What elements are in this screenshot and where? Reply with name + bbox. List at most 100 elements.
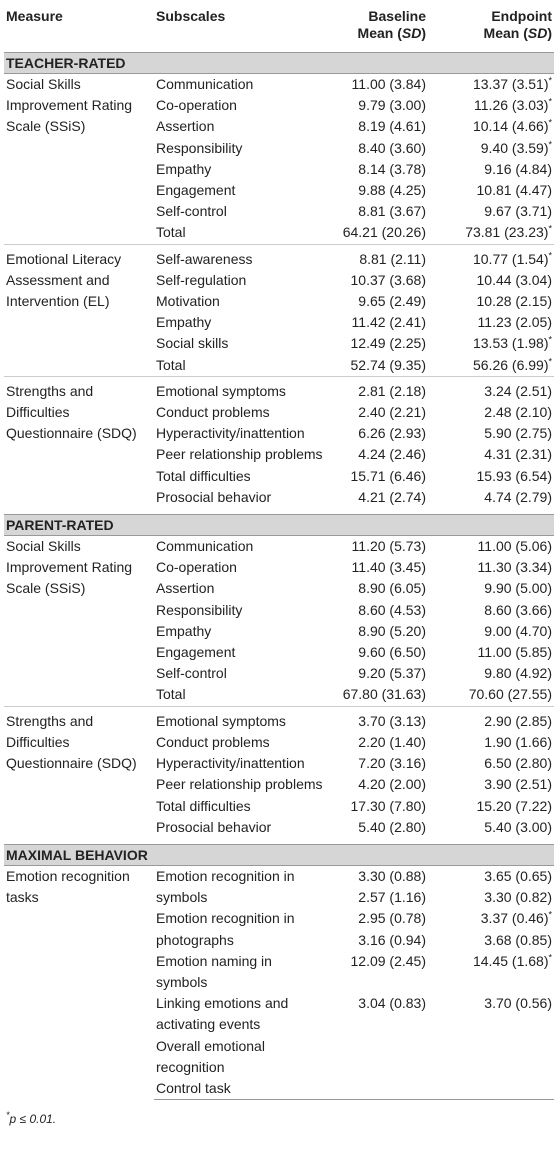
table-row: Assertion 8.90 (6.05) 9.90 (5.00) [4, 578, 554, 599]
endpoint-value: 10.81 (4.47) [476, 182, 553, 199]
endpoint-cell: 3.24 (2.51) [428, 375, 554, 403]
table-row: Engagement 9.88 (4.25) 10.81 (4.47) [4, 180, 554, 201]
endpoint-cell: 56.26 (6.99)* [428, 355, 554, 377]
table-row: Total difficulties 15.71 (6.46) 15.93 (6.5… [4, 466, 554, 487]
endpoint-value: 11.26 (3.03) [474, 97, 549, 114]
endpoint-cell: 3.30 (0.82) [428, 887, 554, 908]
subscale-cell: Co-operation [156, 97, 237, 114]
baseline-cell: 2.57 (1.16) [358, 889, 426, 906]
subscale-cell: Motivation [156, 293, 220, 310]
endpoint-cell: 6.50 (2.80) [428, 753, 554, 774]
table-row: Responsibility 8.60 (4.53) 8.60 (3.66) [4, 600, 554, 621]
endpoint-value: 2.48 (2.10) [484, 404, 552, 421]
subscale-cell: Social skills [156, 335, 229, 352]
endpoint-cell: 10.28 (2.15) [428, 291, 554, 312]
endpoint-cell: 2.48 (2.10) [428, 402, 554, 423]
table-row: Social Skills Improvement Rating Scale (… [4, 74, 554, 135]
endpoint-cell: 70.60 (27.55) [428, 684, 554, 706]
endpoint-cell: 9.67 (3.71) [428, 201, 554, 222]
endpoint-value: 14.45 (1.68) [472, 952, 549, 969]
table-header: Measure Subscales Baseline Mean (SD) Endp… [4, 0, 554, 53]
endpoint-cell: 11.30 (3.34) [428, 557, 554, 578]
table-row: Emotion recognition tasks Emotion recogni… [4, 865, 554, 905]
header-text: Mean ( [483, 25, 528, 41]
endpoint-value: 9.00 (4.70) [484, 622, 552, 639]
baseline-cell [326, 1036, 428, 1057]
baseline-cell: 9.88 (4.25) [358, 182, 426, 199]
endpoint-cell: 9.40 (3.59)* [428, 138, 554, 159]
header-text: Endpoint [491, 8, 552, 24]
table-row: Responsibility 8.40 (3.60) 9.40 (3.59)* [4, 138, 554, 159]
endpoint-value: 70.60 (27.55) [468, 686, 552, 703]
subscale-cell: Responsibility [156, 601, 243, 618]
endpoint-value: 9.16 (4.84) [484, 160, 552, 177]
baseline-cell: 5.40 (2.80) [358, 818, 426, 835]
endpoint-cell: 4.74 (2.79) [428, 487, 554, 508]
table-row: Linking emotions and 3.04 (0.83) 3.70 (0.5… [4, 993, 554, 1014]
subscale-cell: Total [156, 686, 186, 703]
baseline-cell: 8.14 (3.78) [358, 160, 426, 177]
baseline-cell: 3.30 (0.88) [358, 867, 426, 884]
table-row: Prosocial behavior 4.21 (2.74) 4.74 (2.79) [4, 487, 554, 508]
baseline-cell: 3.04 (0.83) [358, 995, 426, 1012]
header-cell: Endpoint Mean (SD) [428, 0, 554, 53]
endpoint-value: 11.00 (5.06) [477, 538, 552, 555]
endpoint-cell: 11.00 (5.06) [428, 536, 554, 558]
endpoint-value: 1.90 (1.66) [484, 733, 552, 750]
table-row: Empathy 8.90 (5.20) 9.00 (4.70) [4, 621, 554, 642]
endpoint-value: 8.60 (3.66) [484, 601, 552, 618]
baseline-cell: 64.21 (20.26) [342, 224, 426, 241]
baseline-cell: 2.40 (2.21) [358, 404, 426, 421]
table-row: symbols 2.57 (1.16) 3.30 (0.82) [4, 887, 554, 908]
measure-cell: Strengths and Difficulties Questionnaire… [4, 705, 154, 838]
subscale-cell: Prosocial behavior [156, 818, 272, 835]
subscale-cell: Emotional symptoms [154, 705, 326, 732]
table-row: Co-operation 11.40 (3.45) 11.30 (3.34) [4, 557, 554, 578]
subscale-cell: Conduct problems [156, 733, 270, 750]
header-text: SD [527, 25, 548, 41]
significance-mark: * [548, 117, 552, 128]
baseline-cell: 11.00 (3.84) [351, 76, 426, 92]
table-row: Co-operation 9.79 (3.00) 11.26 (3.03)* [4, 95, 554, 116]
measure-cell: Emotion recognition tasks [6, 867, 130, 906]
table-row: Assertion 8.19 (4.61) 10.14 (4.66)* [4, 116, 554, 137]
subscale-cell: Empathy [156, 314, 212, 331]
baseline-cell: 8.81 (3.67) [358, 203, 426, 220]
endpoint-value: 10.44 (3.04) [476, 271, 553, 288]
measure-cell: Strengths and Difficulties Questionnaire… [4, 375, 154, 509]
subscale-cell: Total [156, 356, 186, 373]
section-row: TEACHER-RATED [4, 52, 554, 74]
header-cell: Baseline Mean (SD) [326, 0, 428, 53]
header-text: ) [421, 25, 426, 41]
table-row: Conduct problems 2.20 (1.40) 1.90 (1.66) [4, 732, 554, 753]
subscale-cell: Emotion recognition in [156, 867, 295, 884]
table-row: Hyperactivity/inattention 6.26 (2.93) 5.90… [4, 423, 554, 444]
baseline-cell: 12.09 (2.45) [350, 952, 427, 969]
header-text: Baseline [368, 8, 426, 24]
baseline-cell: 2.81 (2.18) [326, 375, 428, 403]
endpoint-cell: 5.90 (2.75) [428, 423, 554, 444]
endpoint-value: 73.81 (23.23) [465, 224, 549, 241]
endpoint-cell: 11.00 (5.85) [428, 642, 554, 663]
subscale-cell: Co-operation [156, 559, 237, 576]
section-row: MAXIMAL BEHAVIOR [4, 843, 554, 866]
table-row: Conduct problems 2.40 (2.21) 2.48 (2.10) [4, 402, 554, 423]
endpoint-value: 3.24 (2.51) [484, 382, 552, 399]
baseline-cell: 9.60 (6.50) [358, 644, 426, 661]
baseline-cell: 9.65 (2.49) [358, 293, 426, 310]
table-row: Total 64.21 (20.26) 73.81 (23.23)* [4, 222, 554, 244]
baseline-cell: 8.90 (5.20) [358, 622, 426, 639]
table-row: Total 67.80 (31.63) 70.60 (27.55) [4, 684, 554, 706]
significance-mark: * [548, 952, 552, 963]
endpoint-value: 11.23 (2.05) [477, 314, 552, 331]
table-row: Emotion recognition in 2.95 (0.78) 3.37 (0… [4, 908, 554, 929]
endpoint-value: 15.93 (6.54) [476, 467, 553, 484]
subscale-cell: Self-regulation [156, 271, 247, 288]
significance-mark: * [548, 138, 552, 149]
subscale-cell: Self-control [156, 203, 227, 220]
subscale-cell: activating events [156, 1016, 261, 1033]
subscale-cell: symbols [156, 889, 208, 906]
significance-mark: * [548, 96, 552, 107]
subscale-cell: Peer relationship problems [156, 446, 323, 463]
